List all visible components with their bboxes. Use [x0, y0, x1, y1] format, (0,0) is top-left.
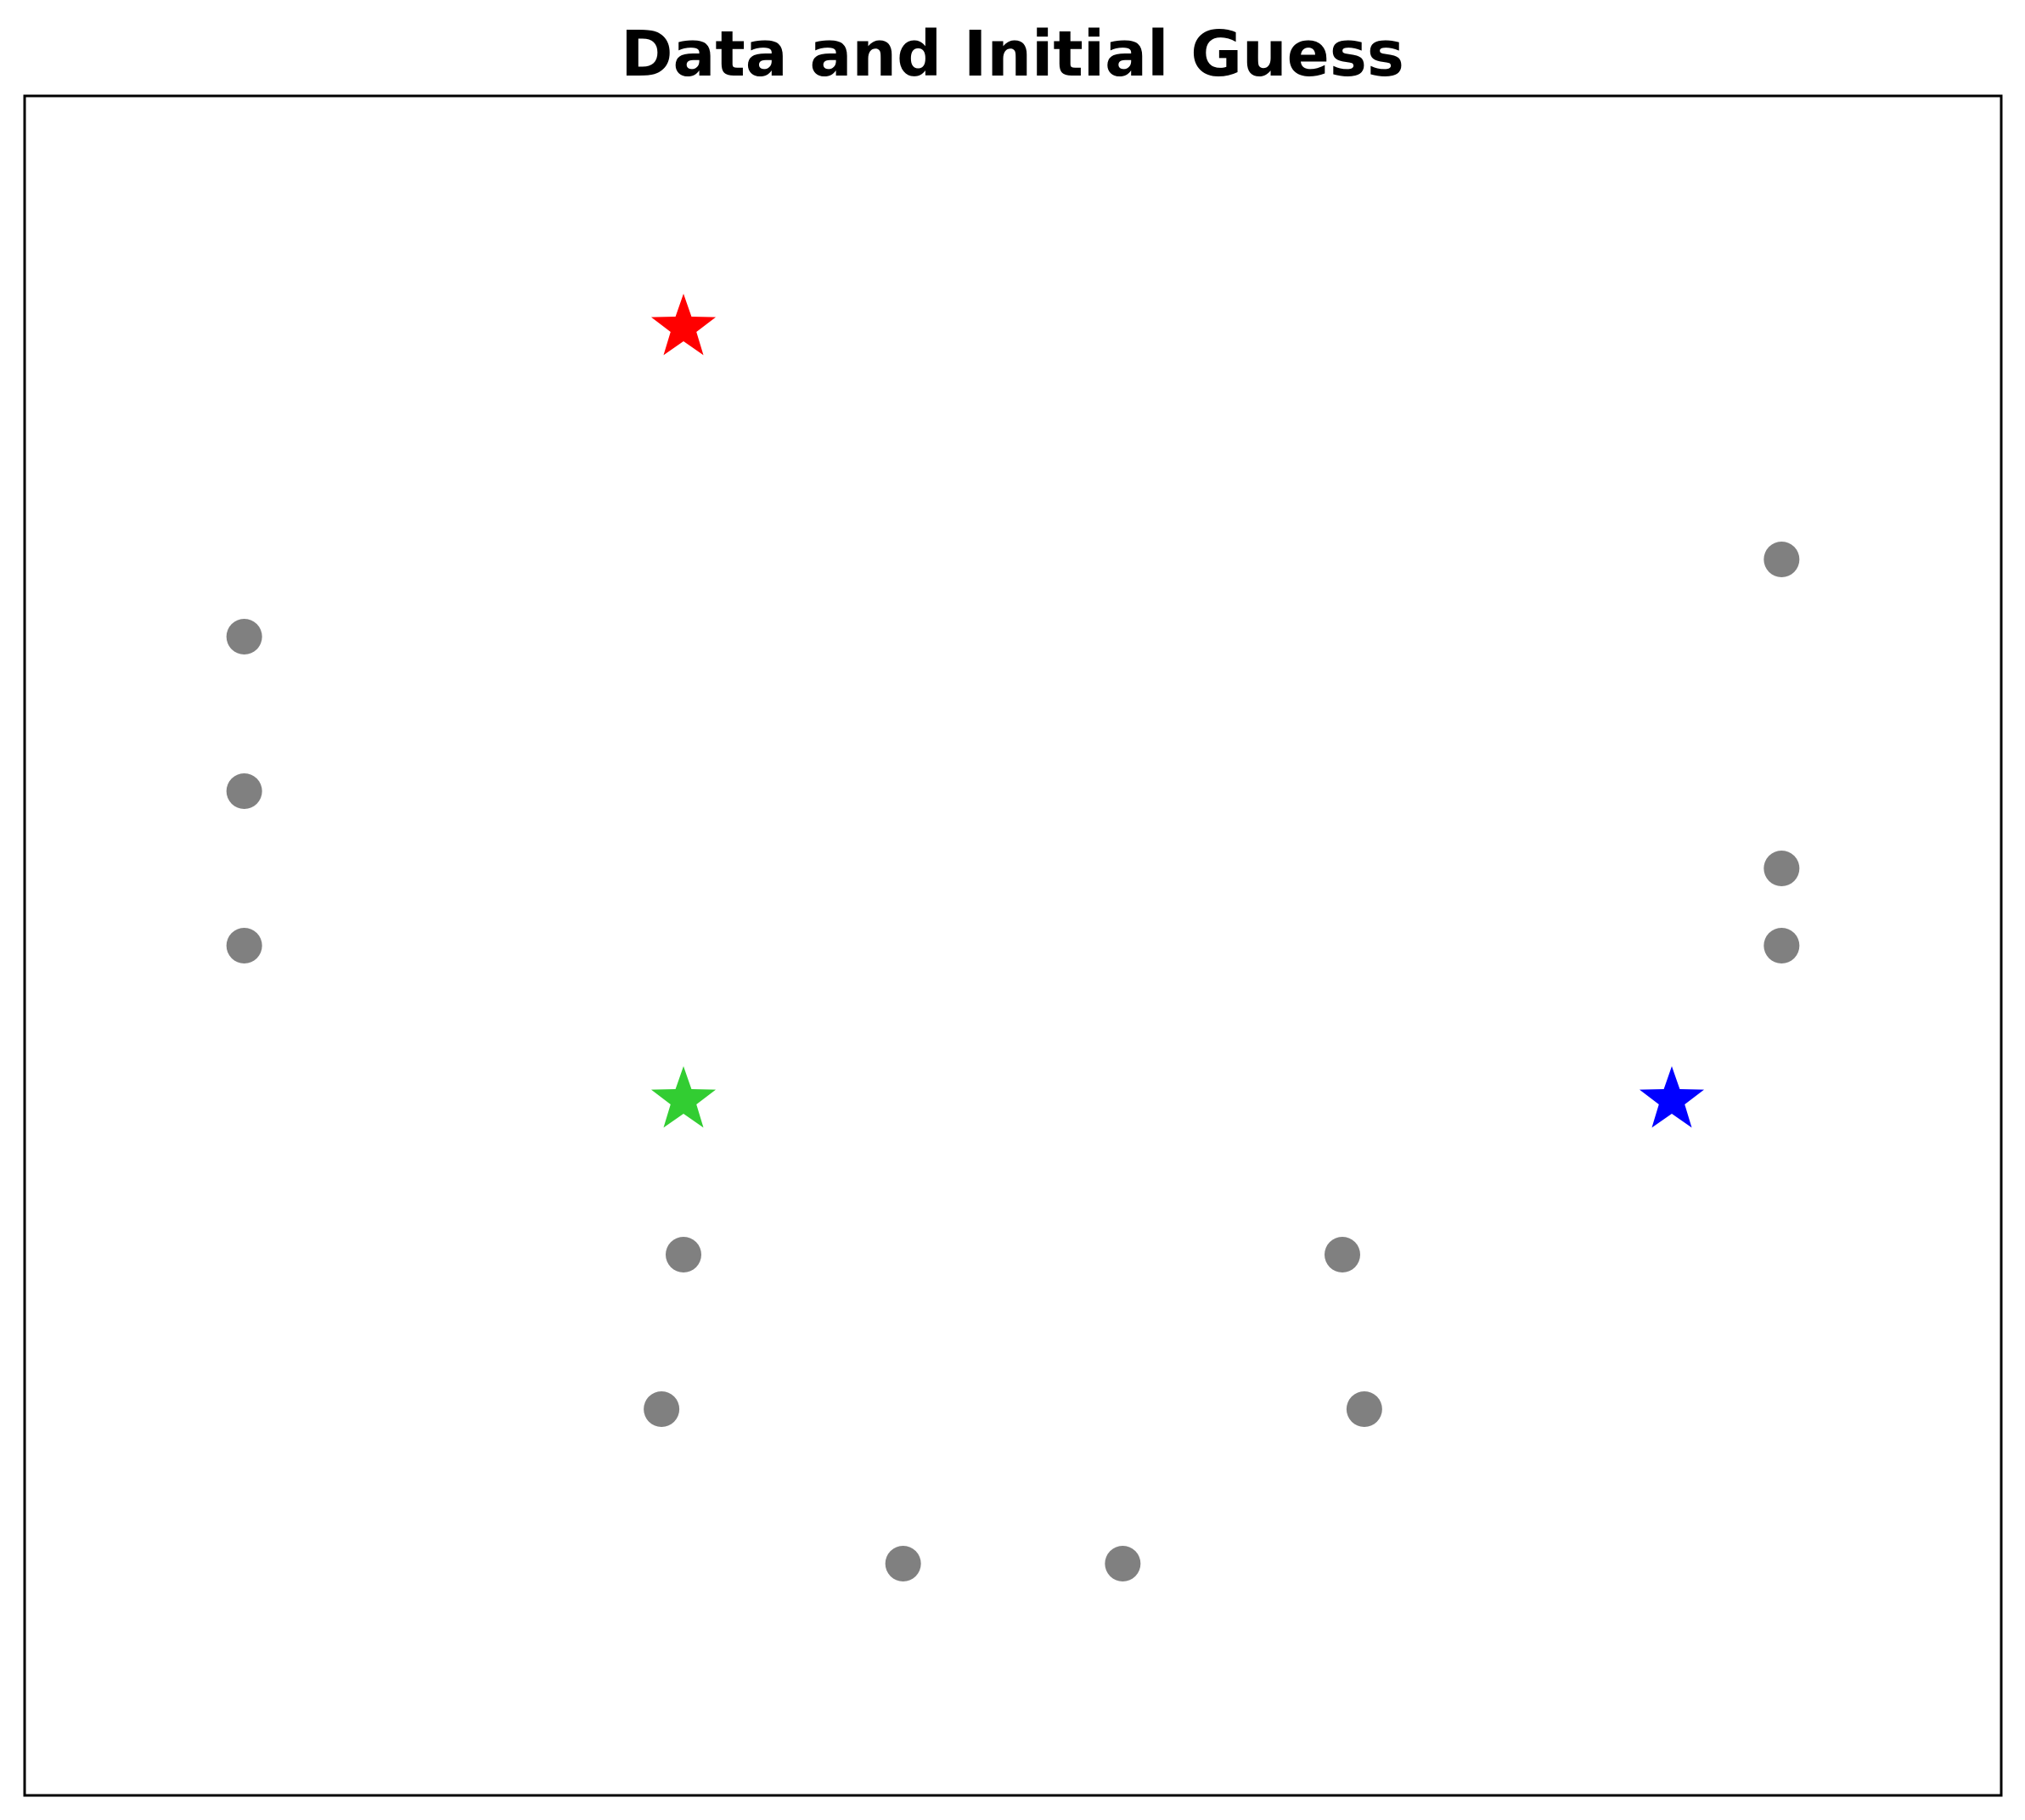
data-point-0: [226, 619, 262, 654]
data-point-9: [1763, 542, 1800, 577]
data-point-1: [226, 773, 262, 809]
data-point-4: [644, 1391, 680, 1427]
data-point-10: [1763, 851, 1800, 886]
data-point-6: [1105, 1546, 1141, 1581]
star-marker-3: [1639, 1066, 1705, 1128]
data-point-8: [1346, 1391, 1382, 1427]
chart-title: Data and Initial Guess: [621, 18, 1404, 91]
data-marks: [226, 294, 1800, 1581]
star-marker-2: [650, 1066, 717, 1128]
data-point-2: [226, 928, 262, 963]
star-marker-1: [650, 294, 717, 356]
plot-area-frame: [23, 94, 2003, 1797]
data-point-11: [1763, 928, 1800, 963]
data-point-5: [885, 1546, 921, 1581]
data-point-3: [666, 1237, 701, 1272]
data-point-7: [1325, 1237, 1360, 1272]
